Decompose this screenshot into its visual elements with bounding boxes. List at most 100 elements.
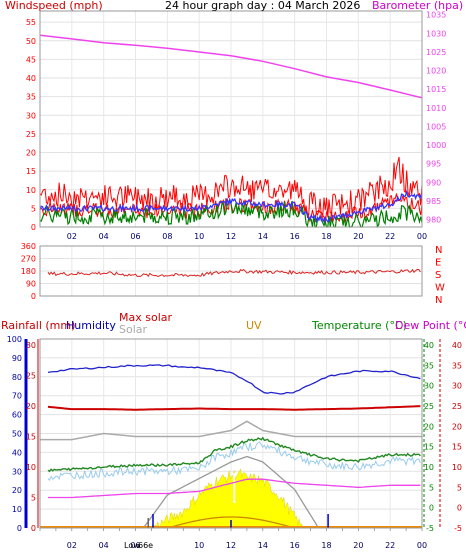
x-tick-label: 20 [353, 232, 363, 241]
max-solar-label: Max solar [119, 311, 172, 324]
x-tick-label: 02 [67, 541, 77, 550]
wind-tick-label: 45 [26, 55, 36, 64]
baro-tick-label: 1015 [426, 85, 446, 94]
baro-tick-label: 1010 [426, 104, 446, 113]
x-tick-label: 18 [321, 232, 331, 241]
temperature-tick-label: 30 [424, 382, 434, 391]
baro-tick-label: 1000 [426, 141, 446, 150]
low-value-annotation: 66e [138, 541, 153, 550]
barometer-axis-label: Barometer (hpa) [372, 0, 463, 12]
humidity-tick-label: 30 [12, 467, 22, 476]
compass-label: S [435, 270, 441, 281]
temperature-tick-label: 40 [424, 341, 434, 350]
temperature-tick-label: 0 [429, 504, 434, 513]
dewpoint-line [48, 478, 421, 499]
humidity-tick-label: 20 [12, 486, 22, 495]
direction-tick-label: 90 [26, 280, 36, 289]
x-tick-label: 12 [226, 541, 236, 550]
wind-tick-label: 35 [26, 93, 36, 102]
humidity-label: Humidity [66, 319, 116, 332]
x-tick-label: 06 [130, 232, 140, 241]
uv-curve [167, 516, 295, 529]
uv-label: UV [246, 319, 262, 332]
dew-point-axis-label: Dew Point (°C) [395, 319, 466, 332]
temperature-tick-label: 10 [424, 463, 434, 472]
direction-tick-label: 180 [21, 267, 36, 276]
x-tick-label: 02 [67, 232, 77, 241]
baro-tick-label: 980 [426, 216, 441, 225]
humidity-tick-label: 80 [12, 373, 22, 382]
humidity-tick-label: 100 [7, 335, 22, 344]
baro-tick-label: 1005 [426, 122, 446, 131]
rainfall-tick-label: 30 [26, 341, 36, 350]
wind-tick-label: 25 [26, 130, 36, 139]
solar-label: Solar [119, 323, 148, 336]
x-tick-label: 22 [385, 541, 395, 550]
baro-tick-label: 990 [426, 178, 441, 187]
x-tick-label: 10 [194, 541, 204, 550]
rainfall-tick-label: 5 [31, 494, 36, 503]
x-tick-label: 14 [258, 541, 268, 550]
max-solar-curve [142, 455, 320, 529]
wind-tick-label: 40 [26, 74, 36, 83]
compass-label: N [435, 295, 442, 306]
humidity-tick-label: 10 [12, 505, 22, 514]
wind-tick-label: 30 [26, 111, 36, 120]
x-tick-label: 16 [290, 541, 300, 550]
x-tick-label: 04 [99, 232, 109, 241]
x-tick-label: 14 [258, 232, 268, 241]
wind-tick-label: 10 [26, 186, 36, 195]
temperature-line [47, 436, 421, 473]
temperature-tick-label: 15 [424, 443, 434, 452]
temp-plot-frame [39, 338, 423, 529]
rainfall-axis-label: Rainfall (mm) [1, 319, 75, 332]
humidity-tick-label: 70 [12, 392, 22, 401]
dewpoint-tick-label: 20 [452, 422, 462, 431]
rainfall-tick-label: 20 [26, 402, 36, 411]
x-tick-label: 16 [290, 232, 300, 241]
solar-radiation-area [151, 468, 303, 529]
rainfall-line [47, 405, 421, 411]
x-tick-label: 08 [162, 232, 172, 241]
baro-tick-label: 1035 [426, 11, 446, 20]
low-annotation: Low [124, 541, 140, 550]
rainfall-tick-label: 15 [26, 433, 36, 442]
temperature-tick-label: 25 [424, 402, 434, 411]
barometer-line [39, 34, 423, 99]
humidity-tick-label: 60 [12, 411, 22, 420]
baro-tick-label: 995 [426, 160, 441, 169]
x-tick-label: 04 [99, 541, 109, 550]
wind-plot-frame [39, 10, 423, 228]
x-tick-label: 22 [385, 232, 395, 241]
wind-tick-label: 15 [26, 167, 36, 176]
direction-plot-frame [39, 245, 423, 297]
dewpoint-tick-label: 5 [457, 483, 462, 492]
dewpoint-tick-label: -5 [454, 524, 462, 533]
humidity-tick-label: 50 [12, 430, 22, 439]
baro-tick-label: 1020 [426, 67, 446, 76]
solar-line [40, 420, 422, 441]
dewpoint-tick-label: 15 [452, 443, 462, 452]
temperature-tick-label: -5 [426, 524, 434, 533]
baro-tick-label: 1025 [426, 48, 446, 57]
x-tick-label: 00 [417, 541, 427, 550]
dewpoint-tick-label: 10 [452, 463, 462, 472]
wind-tick-label: 0 [31, 223, 36, 232]
wind-tick-label: 50 [26, 37, 36, 46]
humidity-tick-label: 40 [12, 448, 22, 457]
dewpoint-tick-label: 30 [452, 382, 462, 391]
gust-series [39, 156, 423, 219]
humidity-line [47, 364, 421, 395]
apparent-temperature-line [47, 441, 421, 481]
direction-tick-label: 270 [21, 255, 36, 264]
compass-label: E [435, 258, 441, 269]
average-wind-series [39, 189, 423, 224]
compass-label: N [435, 245, 442, 256]
wind-direction-series [47, 268, 421, 278]
chart-title: 24 hour graph day : 04 March 2026 [165, 0, 360, 12]
direction-tick-label: 360 [21, 242, 36, 251]
rainfall-tick-label: 10 [26, 463, 36, 472]
x-tick-label: 12 [226, 232, 236, 241]
